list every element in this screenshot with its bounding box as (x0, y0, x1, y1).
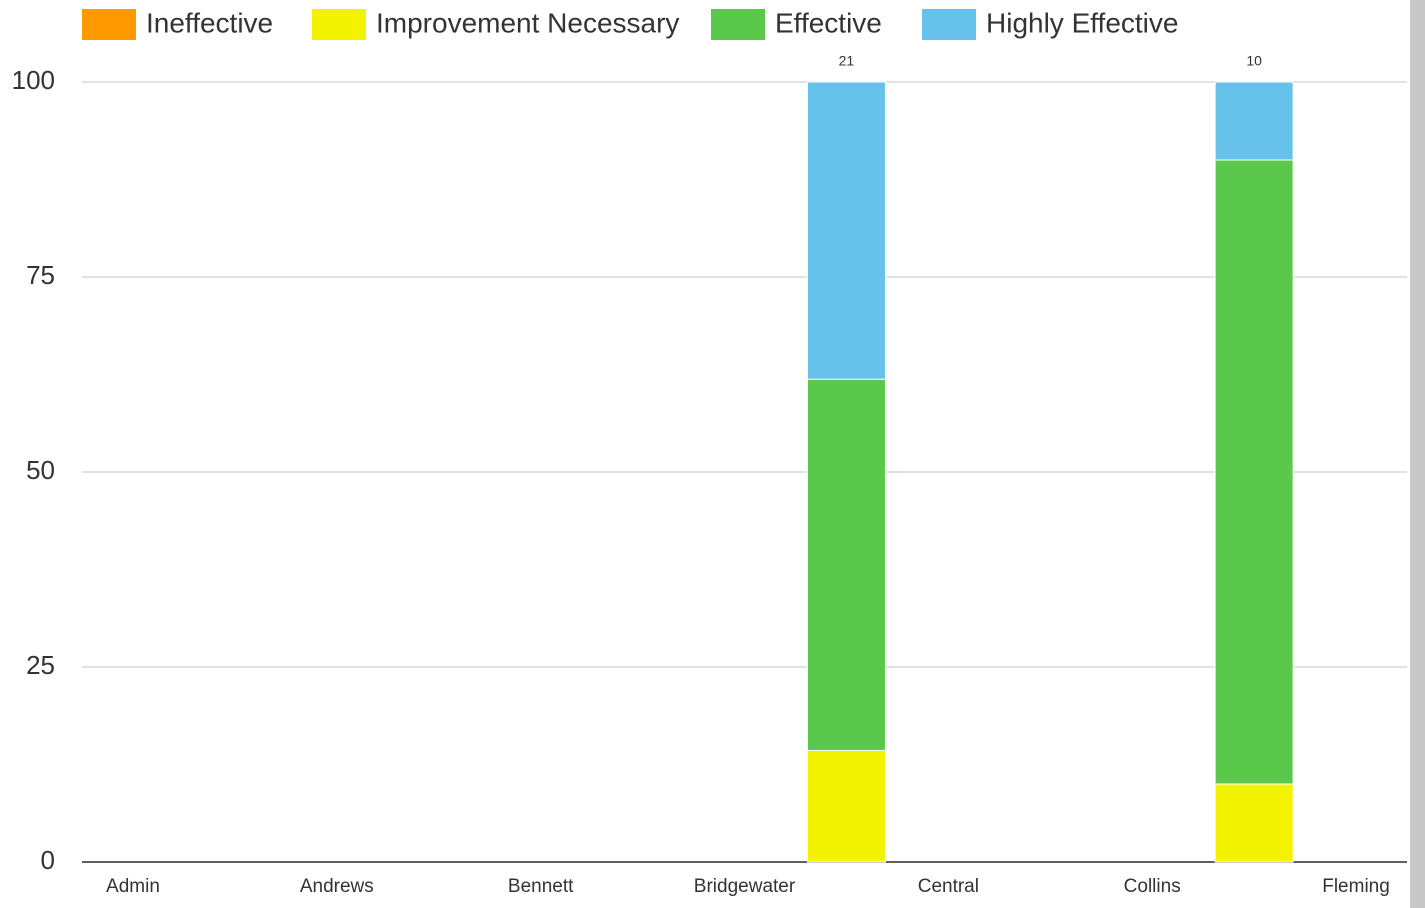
scrollbar (1410, 0, 1425, 908)
x-tick-label: Fleming (1322, 876, 1390, 897)
legend-swatch (922, 9, 976, 40)
x-tick-label: Bennett (508, 876, 574, 897)
y-tick-label: 0 (41, 845, 55, 875)
legend-swatch (312, 9, 366, 40)
bar-segment (806, 378, 886, 751)
bar-segment (1214, 81, 1294, 161)
legend-swatch (711, 9, 765, 40)
legend-label: Improvement Necessary (376, 7, 679, 38)
y-tick-label: 50 (26, 455, 55, 485)
total-label: 21 (839, 53, 855, 69)
total-label: 10 (1246, 53, 1262, 69)
x-tick-label: Bridgewater (694, 876, 796, 897)
y-tick-label: 75 (26, 260, 55, 290)
legend-label: Highly Effective (986, 7, 1178, 38)
x-tick-label: Central (918, 876, 979, 897)
x-tick-label: Admin (106, 876, 160, 897)
y-tick-label: 100 (12, 65, 55, 95)
y-tick-label: 25 (26, 650, 55, 680)
legend-swatch (82, 9, 136, 40)
bar-segment (1214, 783, 1294, 863)
x-tick-label: Collins (1124, 876, 1181, 897)
bar-segment (806, 81, 886, 380)
bar-segment (806, 749, 886, 863)
legend-label: Ineffective (146, 7, 273, 38)
legend-label: Effective (775, 7, 882, 38)
bar-segment (1214, 159, 1294, 785)
x-tick-label: Andrews (300, 876, 374, 897)
